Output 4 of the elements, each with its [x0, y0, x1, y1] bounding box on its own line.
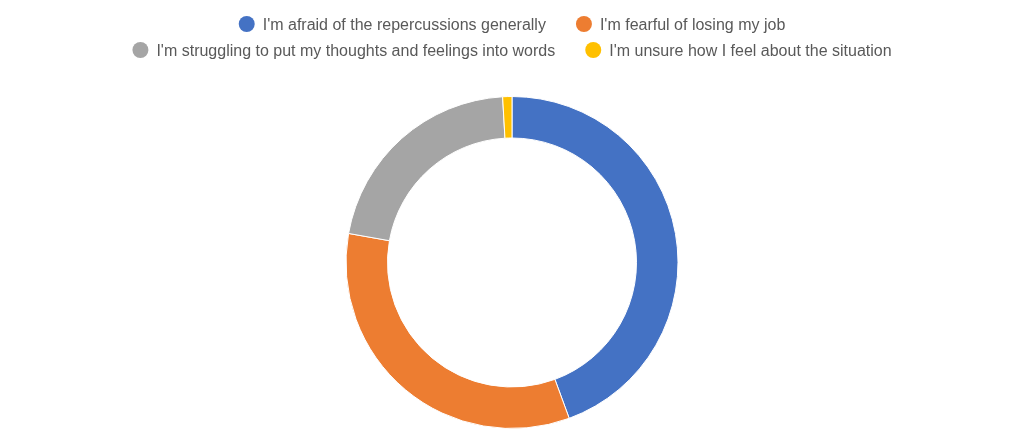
- legend-label: I'm unsure how I feel about the situation: [609, 42, 892, 59]
- legend-label: I'm fearful of losing my job: [599, 16, 786, 33]
- legend-label: I'm struggling to put my thoughts and feelings into words: [156, 42, 556, 59]
- legend-label: I'm afraid of the repercussions generally: [262, 16, 546, 33]
